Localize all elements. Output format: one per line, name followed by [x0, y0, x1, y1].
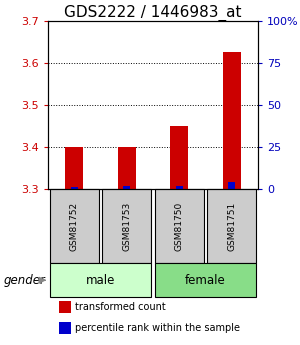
Bar — [223, 52, 241, 189]
Text: GSM81752: GSM81752 — [70, 201, 79, 250]
Bar — [102, 189, 151, 264]
Text: male: male — [86, 274, 115, 287]
Text: female: female — [185, 274, 226, 287]
Bar — [70, 187, 78, 189]
Bar — [155, 264, 256, 297]
Bar — [155, 189, 204, 264]
Bar — [50, 264, 151, 297]
Text: transformed count: transformed count — [75, 302, 166, 312]
Text: GSM81751: GSM81751 — [227, 201, 236, 251]
Text: GSM81750: GSM81750 — [175, 201, 184, 251]
Bar — [123, 186, 130, 189]
Bar — [58, 301, 71, 314]
Bar — [170, 126, 188, 189]
Title: GDS2222 / 1446983_at: GDS2222 / 1446983_at — [64, 4, 242, 21]
Bar — [118, 147, 136, 189]
Bar — [207, 189, 256, 264]
Bar — [58, 322, 71, 334]
Bar — [65, 147, 83, 189]
Text: GSM81753: GSM81753 — [122, 201, 131, 251]
Bar — [50, 189, 99, 264]
Bar — [228, 183, 236, 189]
Text: percentile rank within the sample: percentile rank within the sample — [75, 323, 240, 333]
Bar — [176, 186, 183, 189]
Text: gender: gender — [4, 274, 45, 287]
